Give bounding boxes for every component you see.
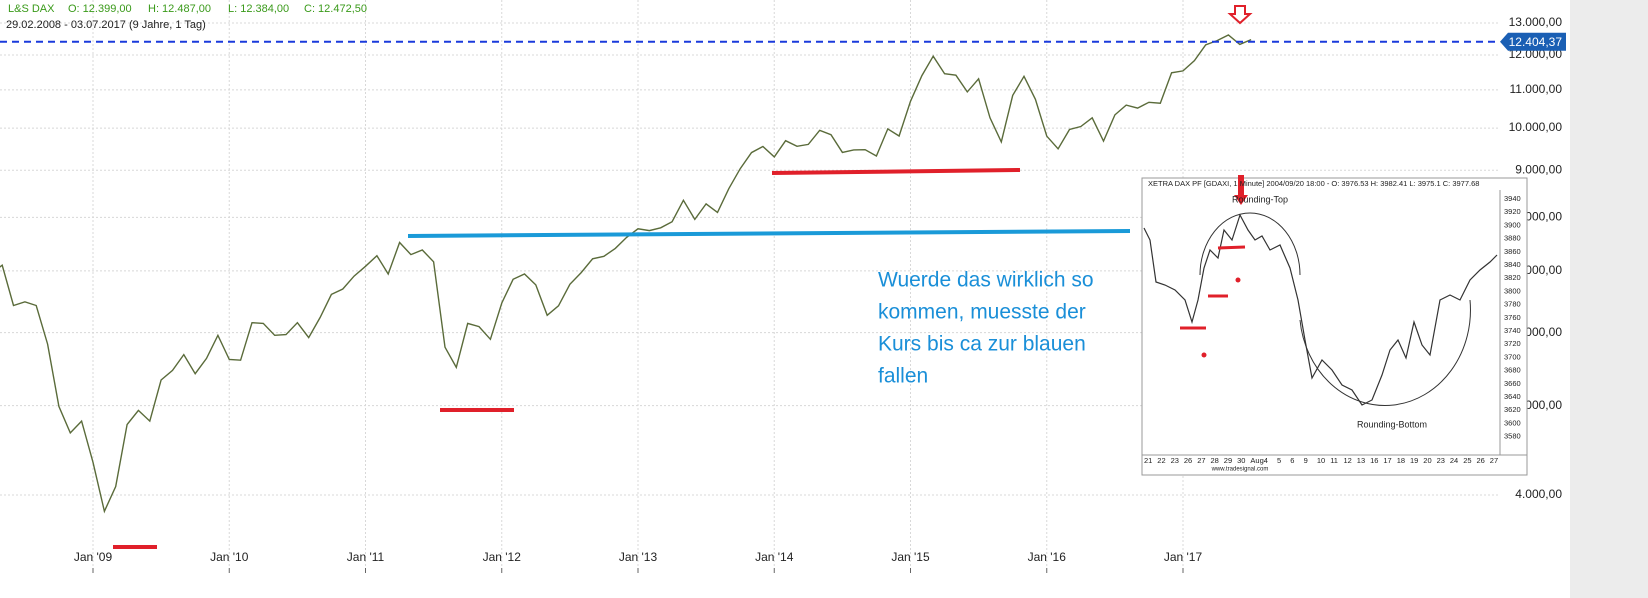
x-axis: Jan '09 Jan '10 Jan '11 Jan '12 Jan '13 Jan '… <box>74 550 1203 573</box>
inset-x-label: 30 <box>1237 456 1245 465</box>
header-high: H: 12.487,00 <box>148 3 211 15</box>
inset-x-label: 27 <box>1490 456 1498 465</box>
inset-x-label: 5 <box>1277 456 1281 465</box>
inset-source: www.tradesignal.com <box>1211 467 1269 473</box>
x-tick-label: Jan '15 <box>891 550 930 564</box>
annotation: Kurs bis ca zur blauen <box>878 333 1086 356</box>
x-tick-label: Jan '09 <box>74 550 113 564</box>
inset-x-label: 10 <box>1317 456 1325 465</box>
inset-x-label: 18 <box>1397 456 1405 465</box>
inset-x-label: 29 <box>1224 456 1232 465</box>
inset-y-label: 3680 <box>1504 366 1521 375</box>
inset-x-label: 21 <box>1144 456 1152 465</box>
inset-x-label: 13 <box>1357 456 1365 465</box>
inset-y-label: 3940 <box>1504 194 1521 203</box>
header-symbol: L&S DAX <box>8 3 55 15</box>
inset-y-label: 3720 <box>1504 339 1521 348</box>
inset-x-label: 17 <box>1383 456 1391 465</box>
support-line <box>407 229 1131 238</box>
annotation: fallen <box>878 365 928 388</box>
inset-arrow <box>1234 175 1248 205</box>
last-price-label: 12.404,37 <box>1509 35 1563 49</box>
inset-level <box>1217 245 1246 250</box>
inset-x-label: 6 <box>1290 456 1294 465</box>
inset-x-label: 20 <box>1423 456 1431 465</box>
header-open: O: 12.399,00 <box>68 3 132 15</box>
inset-y-label: 3600 <box>1504 418 1521 427</box>
y-tick-label: 4.000,00 <box>1515 487 1562 501</box>
inset-dot <box>1235 277 1241 283</box>
inset-y-label: 3800 <box>1504 286 1521 295</box>
inset-x-label: 11 <box>1330 456 1338 465</box>
arrow <box>1227 5 1253 25</box>
y-tick-label: 13.000,00 <box>1509 15 1563 29</box>
x-tick-label: Jan '12 <box>483 550 522 564</box>
x-tick-label: Jan '17 <box>1164 550 1203 564</box>
header-low: L: 12.384,00 <box>228 3 289 15</box>
inset-x-label: 12 <box>1344 456 1352 465</box>
inset-x-label: 23 <box>1437 456 1445 465</box>
last-price-badge <box>1500 32 1566 51</box>
inset-y-label: 3580 <box>1504 432 1521 441</box>
inset-y-label: 3640 <box>1504 392 1521 401</box>
inset-y-label: 3840 <box>1504 260 1521 269</box>
inset-label: Rounding-Top <box>1232 194 1288 204</box>
inset-x-label: 19 <box>1410 456 1418 465</box>
series <box>0 34 1252 514</box>
inset-x-label: 23 <box>1171 456 1179 465</box>
inset-x-label: 22 <box>1157 456 1165 465</box>
x-tick-label: Jan '16 <box>1028 550 1067 564</box>
inset-y-label: 3920 <box>1504 207 1521 216</box>
inset-y-label: 3700 <box>1504 352 1521 361</box>
inset-x-label: 16 <box>1370 456 1378 465</box>
axis-strip <box>1570 0 1648 598</box>
inset-frame <box>1141 177 1528 476</box>
inset-y-label: 3760 <box>1504 313 1521 322</box>
x-tick-label: Jan '10 <box>210 550 249 564</box>
inset-x-label: 27 <box>1197 456 1205 465</box>
header-close: C: 12.472,50 <box>304 3 367 15</box>
annotation: kommen, muesste der <box>878 301 1086 324</box>
header-range: 29.02.2008 - 03.07.2017 (9 Jahre, 1 Tag) <box>6 19 206 31</box>
inset-x-label: 26 <box>1477 456 1485 465</box>
inset-y-label: 3860 <box>1504 247 1521 256</box>
inset-x-label: 24 <box>1450 456 1458 465</box>
inset-y-label: 3660 <box>1504 379 1521 388</box>
x-tick-label: Jan '13 <box>619 550 658 564</box>
inset-y-label: 3780 <box>1504 300 1521 309</box>
y-tick-label: 10.000,00 <box>1509 120 1563 134</box>
x-tick-label: Jan '14 <box>755 550 794 564</box>
inset-arc <box>1299 299 1471 407</box>
inset-y-label: 3900 <box>1504 220 1521 229</box>
inset-y-label: 3820 <box>1504 273 1521 282</box>
inset-dot <box>1201 352 1207 358</box>
inset-x-label: Aug <box>1250 456 1263 465</box>
inset-y-label: 3740 <box>1504 326 1521 335</box>
inset-x-label: 25 <box>1463 456 1471 465</box>
inset-chart: XETRA DAX PF [GDAXI, 1 Minute] 2004/09/2… <box>1141 175 1528 476</box>
y-tick-label: 11.000,00 <box>1510 82 1563 96</box>
annotation: Wuerde das wirklich so <box>878 269 1094 292</box>
price-line <box>0 34 1252 514</box>
inset-x-label: 28 <box>1211 456 1219 465</box>
x-tick-label: Jan '11 <box>347 550 385 564</box>
drawn-levels <box>113 5 1253 549</box>
support-line <box>771 168 1021 175</box>
inset-y-label: 3880 <box>1504 234 1521 243</box>
inset-label: Rounding-Bottom <box>1357 419 1427 429</box>
inset-x-label: 9 <box>1304 456 1308 465</box>
y-tick-label: 9.000,00 <box>1515 162 1562 176</box>
inset-x-label: 4 <box>1264 456 1268 465</box>
inset-arc <box>1199 212 1301 276</box>
inset-price <box>1143 213 1498 406</box>
inset-title: XETRA DAX PF [GDAXI, 1 Minute] 2004/09/2… <box>1148 179 1479 188</box>
inset-y-label: 3620 <box>1504 405 1521 414</box>
inset-x-label: 26 <box>1184 456 1192 465</box>
grid <box>0 0 1500 568</box>
